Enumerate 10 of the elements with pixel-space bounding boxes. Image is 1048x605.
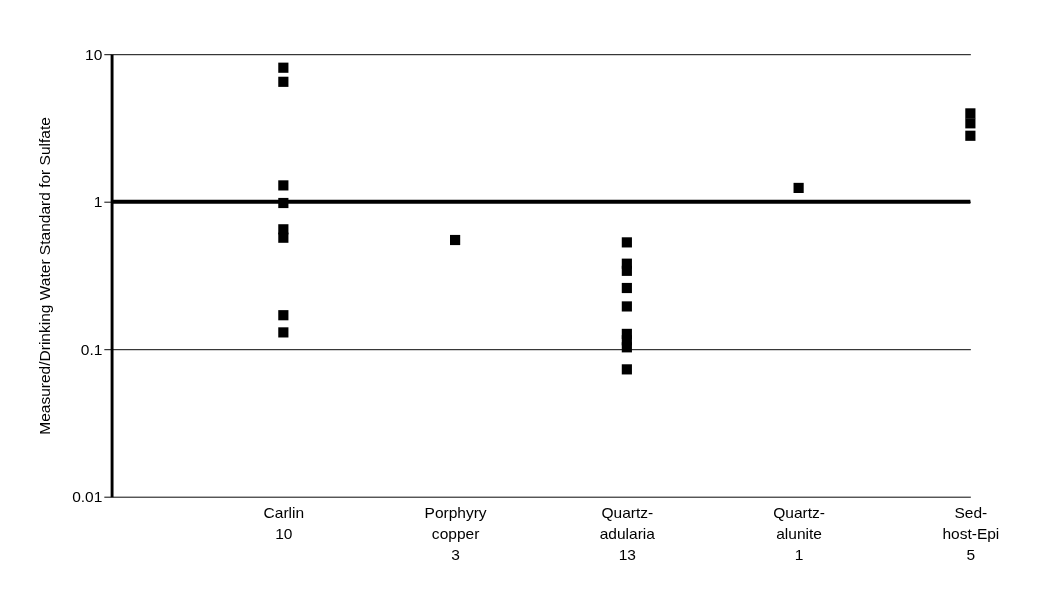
- x-tick-label: Quartz- alunite 1: [773, 503, 825, 564]
- y-tick-label: 10: [85, 45, 103, 63]
- y-axis-title: Measured/Drinking Water Standard for Sulfate: [35, 117, 53, 435]
- x-tick-label: Sed- host-Epi 5: [942, 503, 1000, 564]
- x-tick-label: Porphyry copper 3: [424, 503, 487, 564]
- x-tick-label: Quartz- adularia 13: [599, 503, 656, 564]
- y-tick-label: 1: [93, 193, 103, 211]
- y-tick-label: 0.1: [80, 340, 103, 358]
- y-tick-label: 0.01: [72, 488, 103, 506]
- x-tick-label: Carlin 10: [263, 503, 305, 542]
